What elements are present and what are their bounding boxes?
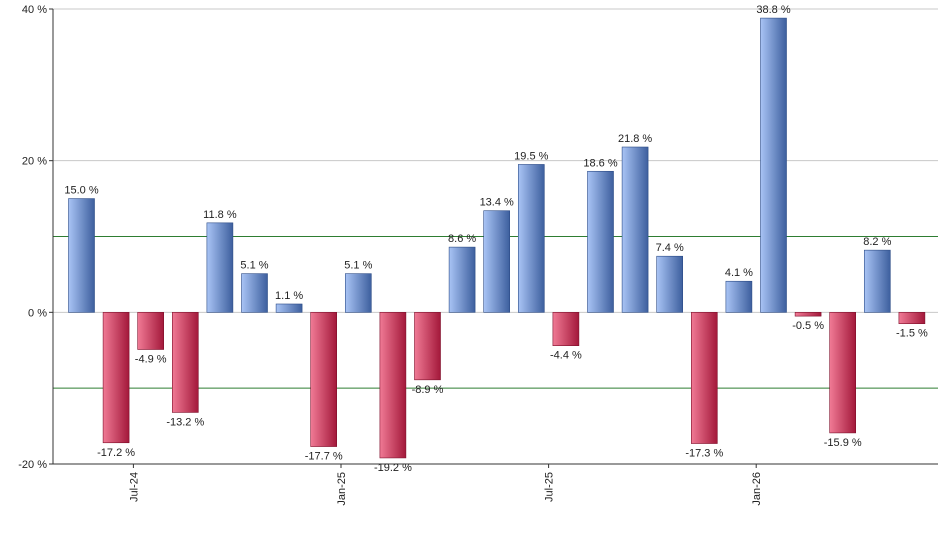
data-label: -8.9 %: [412, 384, 444, 396]
data-label: -15.9 %: [824, 437, 862, 449]
data-label: -0.5 %: [792, 320, 824, 332]
bars: [68, 17, 926, 459]
data-label: 5.1 %: [344, 260, 372, 272]
data-label: -17.3 %: [685, 448, 723, 460]
data-label: 5.1 %: [240, 260, 268, 272]
bar: [414, 312, 441, 381]
y-tick-label: 20 %: [22, 156, 47, 168]
bar: [725, 280, 753, 313]
x-tick-label: Jan-25: [336, 472, 348, 506]
data-label: 8.6 %: [448, 233, 476, 245]
bar: [102, 312, 130, 444]
x-tick-label: Jul-24: [128, 472, 140, 502]
bar: [241, 273, 268, 313]
x-tick-label: Jul-25: [544, 472, 556, 502]
data-label: 15.0 %: [64, 185, 98, 197]
x-tick-label: Jan-26: [751, 472, 763, 506]
bar: [794, 312, 822, 317]
data-label: 8.2 %: [863, 236, 891, 248]
data-label: -4.4 %: [550, 350, 582, 362]
y-tick-label: 0 %: [28, 307, 47, 319]
data-label: -1.5 %: [896, 328, 928, 340]
bar: [552, 312, 580, 347]
bar: [310, 312, 338, 447]
data-label: -17.7 %: [305, 451, 343, 463]
bar: [587, 170, 614, 313]
axes: 40 % 20 % 0 % -20 % Jul-24 Jan-25 Jul-25 Jan-26: [18, 4, 938, 506]
data-label: 13.4 %: [480, 197, 514, 209]
bar: [68, 198, 95, 313]
data-label: -13.2 %: [166, 416, 204, 428]
data-label: 21.8 %: [618, 133, 652, 145]
data-label: 19.5 %: [514, 150, 548, 162]
bar: [829, 312, 857, 434]
bar: [898, 312, 926, 325]
y-tick-label: -20 %: [18, 459, 47, 471]
y-tick-label: 40 %: [22, 4, 47, 16]
bar: [863, 249, 891, 313]
data-label: 38.8 %: [756, 4, 790, 16]
data-label: 7.4 %: [656, 242, 684, 254]
data-label: 4.1 %: [725, 267, 753, 279]
bar: [483, 210, 511, 313]
data-label: 18.6 %: [583, 157, 617, 169]
bar: [621, 146, 649, 313]
bar: [137, 312, 164, 350]
bar: [690, 312, 718, 444]
bar: [344, 273, 372, 313]
bar: [656, 255, 684, 313]
bar: [275, 303, 303, 313]
bar: [172, 312, 199, 413]
data-label: -4.9 %: [135, 353, 167, 365]
bar: [379, 312, 407, 459]
bar: [448, 246, 476, 313]
data-label: 1.1 %: [275, 290, 303, 302]
data-labels: 15.0 % -17.2 % -4.9 % -13.2 % 11.8 % 5.1 % 1.1…: [64, 4, 928, 474]
data-label: -17.2 %: [97, 447, 135, 459]
bar: [517, 164, 545, 313]
data-label: 11.8 %: [203, 209, 237, 221]
data-label: -19.2 %: [374, 462, 412, 474]
bar: [206, 222, 234, 313]
bar: [760, 17, 787, 313]
